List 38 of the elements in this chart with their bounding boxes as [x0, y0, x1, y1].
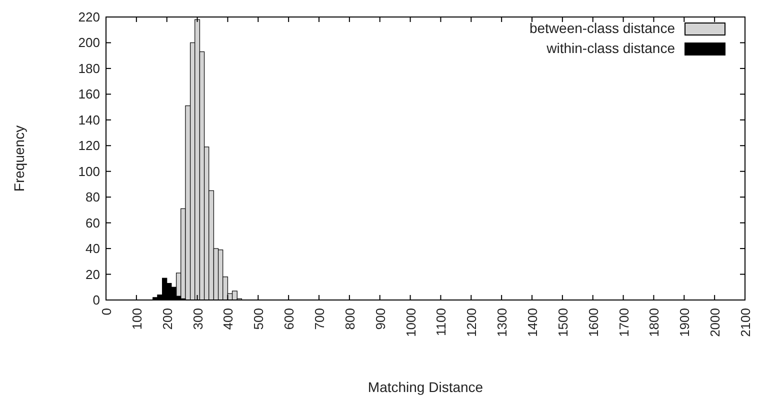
y-tick-label: 140: [78, 112, 100, 128]
x-tick-label: 800: [342, 308, 358, 330]
legend-label: within-class distance: [546, 40, 676, 56]
x-tick-label: 1700: [616, 308, 632, 337]
y-tick-label: 20: [86, 266, 100, 282]
x-tick-label: 1300: [494, 308, 510, 337]
x-tick-label: 1500: [555, 308, 570, 337]
x-axis-title: Matching Distance: [368, 379, 484, 395]
y-tick-label: 100: [78, 164, 100, 179]
x-tick-label: 700: [312, 308, 327, 330]
y-tick-label: 180: [78, 60, 100, 76]
x-tick-label: 0: [99, 308, 114, 316]
y-tick-label: 220: [78, 10, 100, 24]
x-tick-label: 100: [129, 308, 144, 330]
y-tick-label: 0: [92, 292, 100, 308]
x-tick-label: 300: [190, 308, 206, 330]
x-tick-label: 1000: [403, 308, 418, 337]
x-tick-label: 2100: [738, 308, 753, 337]
x-tick-label: 2000: [708, 308, 723, 337]
legend-label: between-class distance: [529, 20, 676, 36]
x-tick-label: 600: [282, 308, 297, 330]
y-axis-title: Frequency: [11, 125, 27, 192]
x-tick-label: 1900: [677, 308, 692, 337]
x-tick-label: 1100: [434, 308, 449, 336]
x-tick-label: 1400: [525, 308, 540, 337]
x-tick-label: 900: [372, 308, 388, 330]
y-tick-label: 120: [78, 138, 100, 154]
y-tick-label: 40: [86, 241, 100, 256]
y-tick-label: 160: [78, 86, 100, 102]
y-tick-label: 200: [78, 35, 100, 50]
x-tick-label: 200: [160, 308, 175, 330]
y-tick-label: 60: [86, 215, 100, 230]
x-tick-label: 1800: [646, 308, 662, 337]
y-tick-label: 80: [86, 190, 100, 205]
x-tick-label: 500: [251, 308, 266, 330]
x-tick-label: 1200: [464, 308, 480, 337]
x-tick-label: 400: [220, 308, 236, 330]
x-tick-label: 1600: [586, 308, 601, 337]
